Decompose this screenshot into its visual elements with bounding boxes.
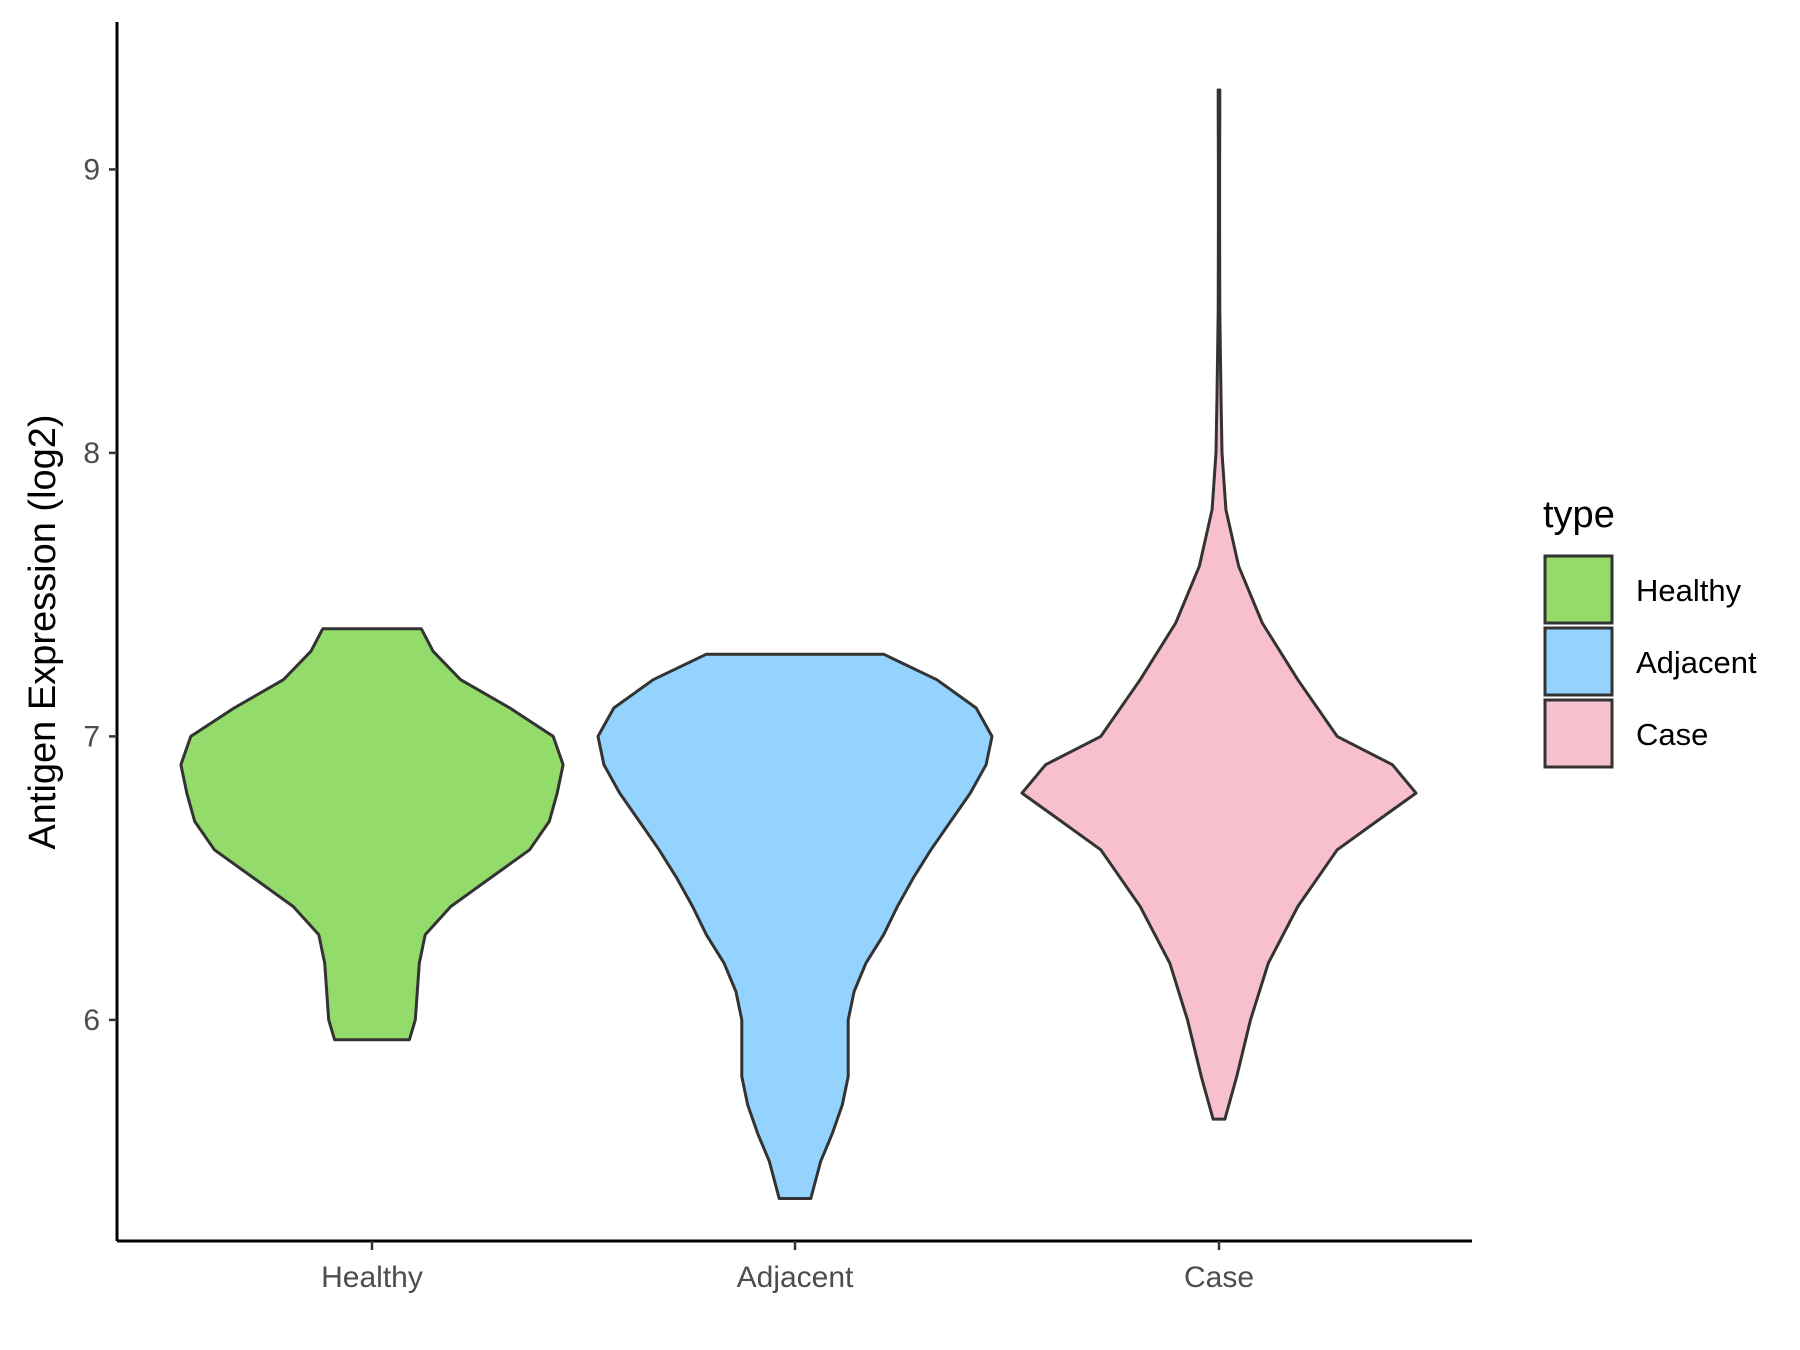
legend-swatch-case — [1543, 698, 1614, 769]
y-tick-label: 7 — [83, 720, 100, 753]
x-tick-label: Healthy — [321, 1261, 423, 1294]
x-tick-label: Adjacent — [737, 1261, 854, 1294]
y-tick-label: 9 — [83, 153, 100, 186]
legend-swatch-healthy — [1543, 554, 1614, 625]
y-axis-title: Antigen Expression (log2) — [22, 414, 64, 849]
y-tick-label: 8 — [83, 437, 100, 470]
legend-label-adjacent: Adjacent — [1636, 645, 1757, 680]
violin-case — [1020, 88, 1418, 1121]
legend-title: type — [1543, 494, 1615, 536]
legend: type Healthy Adjacent Case — [1543, 494, 1757, 769]
legend-label-case: Case — [1636, 717, 1708, 752]
y-tick-label: 6 — [83, 1004, 100, 1037]
violins-layer — [179, 88, 1418, 1200]
violin-adjacent — [596, 652, 994, 1200]
y-ticks: 6 7 8 9 — [83, 153, 117, 1037]
x-tick-label: Case — [1184, 1261, 1254, 1294]
legend-swatch-adjacent — [1543, 626, 1614, 697]
violin-healthy — [179, 627, 565, 1042]
legend-label-healthy: Healthy — [1636, 573, 1742, 608]
x-ticks: Healthy Adjacent Case — [321, 1241, 1254, 1294]
